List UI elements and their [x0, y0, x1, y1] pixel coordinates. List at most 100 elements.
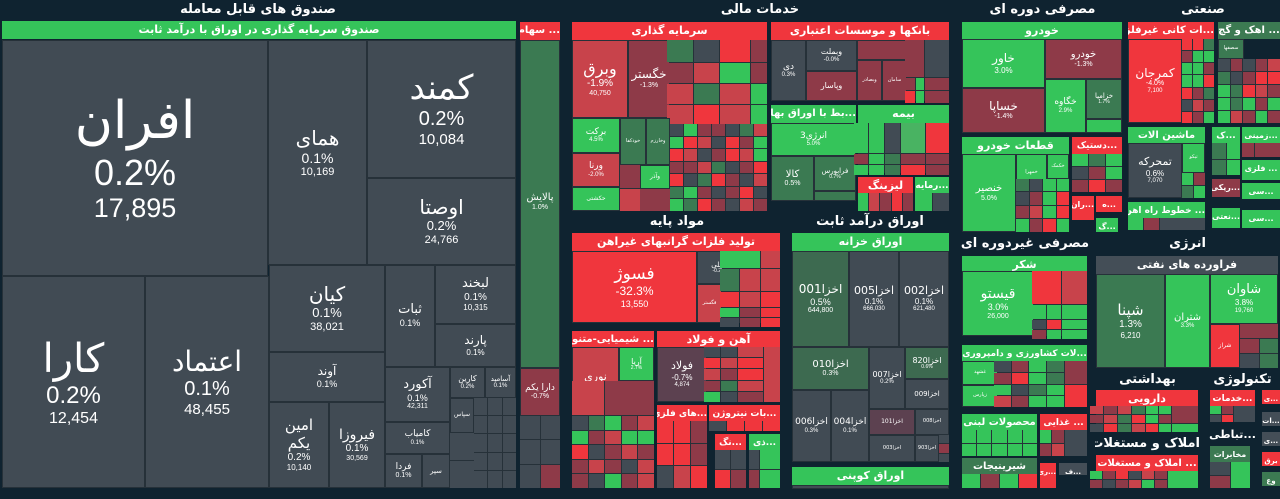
- group-header-tech-services[interactable]: ...خدمات: [1210, 390, 1255, 406]
- tile-palayesh[interactable]: پالایش 1.0%: [520, 40, 560, 368]
- tile-akhza903[interactable]: اخزا903: [915, 435, 939, 462]
- tile-coupon-minor[interactable]: [792, 485, 949, 489]
- group-header-metal-products[interactable]: ... فلزی: [1242, 160, 1280, 180]
- tile-akhza005[interactable]: اخزا005 0.1% 666,030: [849, 251, 899, 347]
- group-header-noncyclical-other-2[interactable]: ...ف: [1059, 463, 1087, 475]
- tile-afran[interactable]: افران 0.2% 17,895: [2, 40, 268, 276]
- group-header-leasing[interactable]: لیزینگ: [858, 177, 913, 193]
- tile-akhza003[interactable]: اخزا003: [869, 435, 915, 462]
- tile-avand[interactable]: آوند 0.1%: [269, 352, 385, 402]
- tile-asamid[interactable]: آسامید 0.1%: [485, 367, 516, 398]
- tile-tikoo[interactable]: تیکو: [1182, 143, 1205, 173]
- tile-vtejarat[interactable]: [857, 40, 907, 60]
- tile-shiraz[interactable]: شراز: [1210, 324, 1240, 368]
- tile-securities-minor[interactable]: [814, 191, 856, 201]
- tile-khsapa[interactable]: خساپا -1.4%: [962, 88, 1045, 133]
- tile-vpasar[interactable]: وپاسار: [806, 71, 857, 101]
- group-header-steel[interactable]: آهن و فولاد: [657, 331, 780, 347]
- tile-etemad[interactable]: اعتماد 0.1% 48,455: [145, 276, 269, 488]
- tile-vebargh[interactable]: وبرق -1.9% 40,750: [572, 40, 628, 118]
- group-header-telecom[interactable]: مخابرات: [1210, 446, 1250, 462]
- tile-akhza004[interactable]: اخزا004 0.1%: [831, 390, 869, 462]
- group-header-real-estate[interactable]: ... املاک و مستغلات: [1096, 455, 1198, 471]
- group-header-stock-funds[interactable]: ... سهام: [520, 22, 560, 40]
- group-header-auto[interactable]: خودرو: [962, 22, 1122, 39]
- tile-shapna[interactable]: شپنا 1.3% 6,210: [1096, 274, 1165, 368]
- tile-farabourse[interactable]: فرابورس 0.7%: [814, 156, 856, 191]
- group-header-nitrogen[interactable]: ...بات نیتروژن: [709, 405, 780, 421]
- tile-akhza010[interactable]: اخزا010 0.3%: [792, 347, 869, 390]
- group-header-nonmetal-minerals[interactable]: ...ات کانی غیرفلزی: [1128, 22, 1214, 39]
- group-header-industrial-k[interactable]: ...ک: [1212, 127, 1240, 143]
- tile-amin-yekom[interactable]: امین یکم 0.2% 10,140: [269, 402, 329, 488]
- group-header-cyclical-other-3[interactable]: ...گ: [1096, 218, 1118, 232]
- tile-auto-minor[interactable]: [1086, 119, 1122, 133]
- group-header-securities[interactable]: ...بط با اوراق بهادار: [771, 105, 856, 123]
- tile-dara-yekom[interactable]: دارا یکم -0.7%: [520, 368, 560, 416]
- group-header-sugar[interactable]: شکر: [962, 256, 1087, 271]
- tile-karin[interactable]: کارین 0.2%: [450, 367, 485, 398]
- tile-parand[interactable]: پارند 0.1%: [435, 324, 516, 367]
- tile-separ[interactable]: سپر: [422, 454, 450, 488]
- group-header-industrial-2[interactable]: ...نعتی: [1212, 208, 1240, 228]
- tile-kian[interactable]: کیان 0.1% 38,021: [269, 265, 385, 352]
- tile-akhza009[interactable]: اخزا009: [905, 379, 949, 409]
- group-header-insurance[interactable]: بیمه: [858, 105, 949, 123]
- tile-saman[interactable]: سامان: [882, 60, 907, 101]
- group-header-railway[interactable]: ... خطوط راه اهن: [1128, 202, 1205, 218]
- tile-vazar[interactable]: وآذر: [640, 165, 670, 189]
- group-header-banks[interactable]: بانکها و موسسات اعتباری: [771, 22, 949, 40]
- group-header-electrical[interactable]: ...ریکی: [1212, 179, 1240, 197]
- tile-foulad[interactable]: فولاد -0.7% 4,874: [657, 347, 707, 402]
- group-header-oil-products[interactable]: فراورده های نفتی: [1096, 256, 1278, 274]
- group-header-treasury[interactable]: اوراق خزانه: [792, 233, 949, 251]
- tile-akhza820[interactable]: اخزا820 0.6%: [905, 347, 949, 379]
- group-header-noncyclical-other-1[interactable]: ...ری: [1040, 463, 1056, 488]
- tile-khavar[interactable]: خاور 3.0%: [962, 39, 1045, 88]
- group-header-cyclical-other-2[interactable]: ...ه: [1096, 196, 1122, 212]
- group-header-other-basic-2[interactable]: ...ذی: [749, 434, 780, 450]
- group-header-telecom-s1[interactable]: ...ی: [1262, 432, 1280, 446]
- tile-vbsader[interactable]: وبصادر: [857, 60, 882, 101]
- group-header-machinery[interactable]: ماشین الات: [1128, 127, 1205, 143]
- tile-dey[interactable]: دی 0.3%: [771, 40, 806, 101]
- tile-qeysto[interactable]: قیستو 3.0% 26,000: [962, 271, 1034, 336]
- tile-khodro[interactable]: خودرو -1.3%: [1045, 39, 1122, 79]
- tile-labkhand[interactable]: لبخند 0.1% 10,315: [435, 265, 516, 324]
- tile-akord[interactable]: آکورد 0.1% 42,311: [385, 367, 450, 422]
- tile-akhza002[interactable]: اخزا002 0.1% 621,480: [899, 251, 949, 347]
- tile-homay[interactable]: همای 0.1% 10,169: [268, 40, 367, 265]
- tile-fasuj[interactable]: فسوژ -32.3% 13,550: [572, 251, 697, 323]
- tile-vkharazm[interactable]: وخارزم: [646, 118, 670, 165]
- tile-kala[interactable]: کالا 0.5%: [771, 156, 814, 201]
- tile-osta[interactable]: اوصتا 0.2% 24,766: [367, 178, 516, 265]
- tile-akhza007[interactable]: اخزا007 0.2%: [869, 347, 905, 409]
- tile-zepars[interactable]: زپارس: [962, 385, 998, 407]
- group-header-nonferrous[interactable]: تولید فلزات گرانبهای غیراهن: [572, 233, 780, 251]
- group-header-pharma[interactable]: دارویی: [1096, 390, 1198, 406]
- tile-arya[interactable]: آریا 2.7%: [619, 347, 654, 381]
- tile-shatran[interactable]: شتران 3.3%: [1165, 274, 1210, 368]
- tile-akhza006[interactable]: اخزا006 0.3%: [792, 390, 831, 462]
- group-header-coupon[interactable]: اوراق کوپنی: [792, 467, 949, 485]
- group-header-other-investment[interactable]: ...رمایه: [915, 177, 949, 193]
- group-header-fixed-income-funds[interactable]: صندوق سرمایه گذاری در اوراق با درآمد ثاب…: [2, 21, 516, 39]
- tile-kamand[interactable]: کمند 0.2% 10,084: [367, 40, 516, 178]
- tile-akhza101[interactable]: اخزا101: [869, 409, 915, 435]
- group-header-sweets[interactable]: شیرینیجات: [962, 458, 1037, 474]
- group-header-rubber[interactable]: ...دستیک: [1072, 137, 1122, 154]
- group-header-industrial-s1[interactable]: ...سی: [1242, 183, 1280, 199]
- tile-akhza008[interactable]: اخزا008: [915, 409, 949, 435]
- tile-akhza001[interactable]: اخزا001 0.5% 644,800: [792, 251, 849, 347]
- group-header-telecom-s2[interactable]: برق: [1262, 452, 1280, 466]
- group-header-tech-s1[interactable]: ...ی: [1262, 390, 1280, 404]
- tile-kamyab[interactable]: کامیاب 0.1%: [385, 422, 450, 454]
- tile-sepas[interactable]: سپاس: [450, 398, 474, 433]
- group-header-metal-ore[interactable]: ...های فلزی: [657, 405, 707, 421]
- group-header-other-basic-1[interactable]: ...نگ: [715, 434, 746, 450]
- tile-sabat[interactable]: ثبات 0.1%: [385, 265, 435, 367]
- tile-farda[interactable]: فردا 0.1%: [385, 454, 422, 488]
- group-header-chemicals[interactable]: ... شیمیایی-متنوع: [572, 331, 654, 347]
- tile-khazamia[interactable]: خزامیا 1.7%: [1086, 79, 1122, 119]
- tile-ghshahd[interactable]: غشهد: [962, 361, 998, 385]
